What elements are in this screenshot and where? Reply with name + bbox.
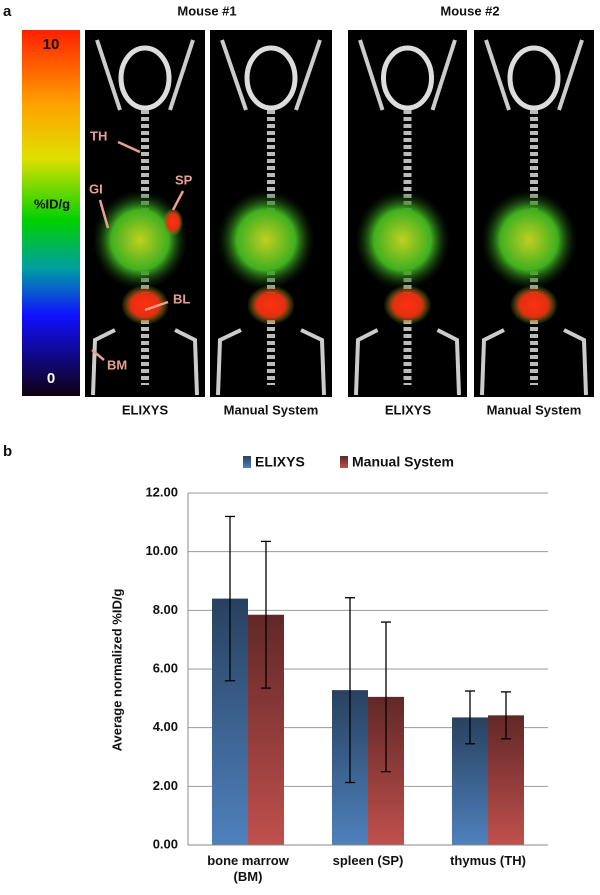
torso [92, 190, 188, 290]
torso [217, 190, 315, 290]
y-axis-title: Average normalized %ID/g [109, 589, 124, 752]
limbs [354, 39, 461, 396]
annotation: GI [89, 181, 103, 196]
image-label: ELIXYS [385, 402, 432, 417]
annotation-arrows [91, 140, 185, 361]
torso [354, 190, 451, 290]
panel-label: a [3, 3, 12, 20]
organ [163, 208, 183, 236]
y-tick-label: 10.00 [145, 543, 178, 558]
organ [510, 285, 558, 325]
skull [244, 45, 298, 111]
y-tick-label: 12.00 [145, 484, 178, 499]
skull [118, 45, 172, 111]
panel-label: b [3, 443, 12, 460]
annotation: TH [90, 128, 107, 143]
torso [481, 190, 577, 290]
organ [383, 285, 432, 325]
colorbar-label: %ID/g [34, 196, 70, 211]
x-tick-label: bone marrow (BM) [207, 853, 289, 884]
legend-label: Manual System [352, 454, 454, 470]
image-label: Manual System [487, 402, 582, 417]
y-tick-label: 8.00 [153, 602, 178, 617]
limbs [91, 39, 199, 396]
colorbar-max: 10 [43, 36, 60, 53]
image-label: ELIXYS [122, 402, 169, 417]
y-tick-label: 2.00 [153, 778, 178, 793]
organ [121, 285, 169, 325]
x-tick-label: spleen (SP) [332, 853, 404, 868]
limbs [216, 39, 326, 396]
pet-images [85, 30, 594, 397]
y-tick-label: 6.00 [153, 660, 178, 675]
colorbar [22, 30, 80, 396]
group-title: Mouse #2 [440, 3, 499, 18]
x-tick-label: thymus (TH) [450, 853, 526, 868]
annotation: BL [173, 291, 190, 306]
limbs [480, 39, 588, 396]
skull [381, 45, 434, 111]
annotation: BM [107, 357, 127, 372]
legend-swatch [243, 456, 251, 468]
y-tick-label: 4.00 [153, 719, 178, 734]
legend-swatch [340, 456, 348, 468]
annotation: SP [175, 172, 193, 187]
y-tick-label: 0.00 [153, 836, 178, 851]
image-label: Manual System [224, 402, 319, 417]
group-title: Mouse #1 [177, 3, 236, 18]
colorbar-min: 0 [47, 370, 55, 387]
organ [247, 285, 295, 325]
skull [507, 45, 561, 111]
legend-label: ELIXYS [255, 454, 305, 470]
